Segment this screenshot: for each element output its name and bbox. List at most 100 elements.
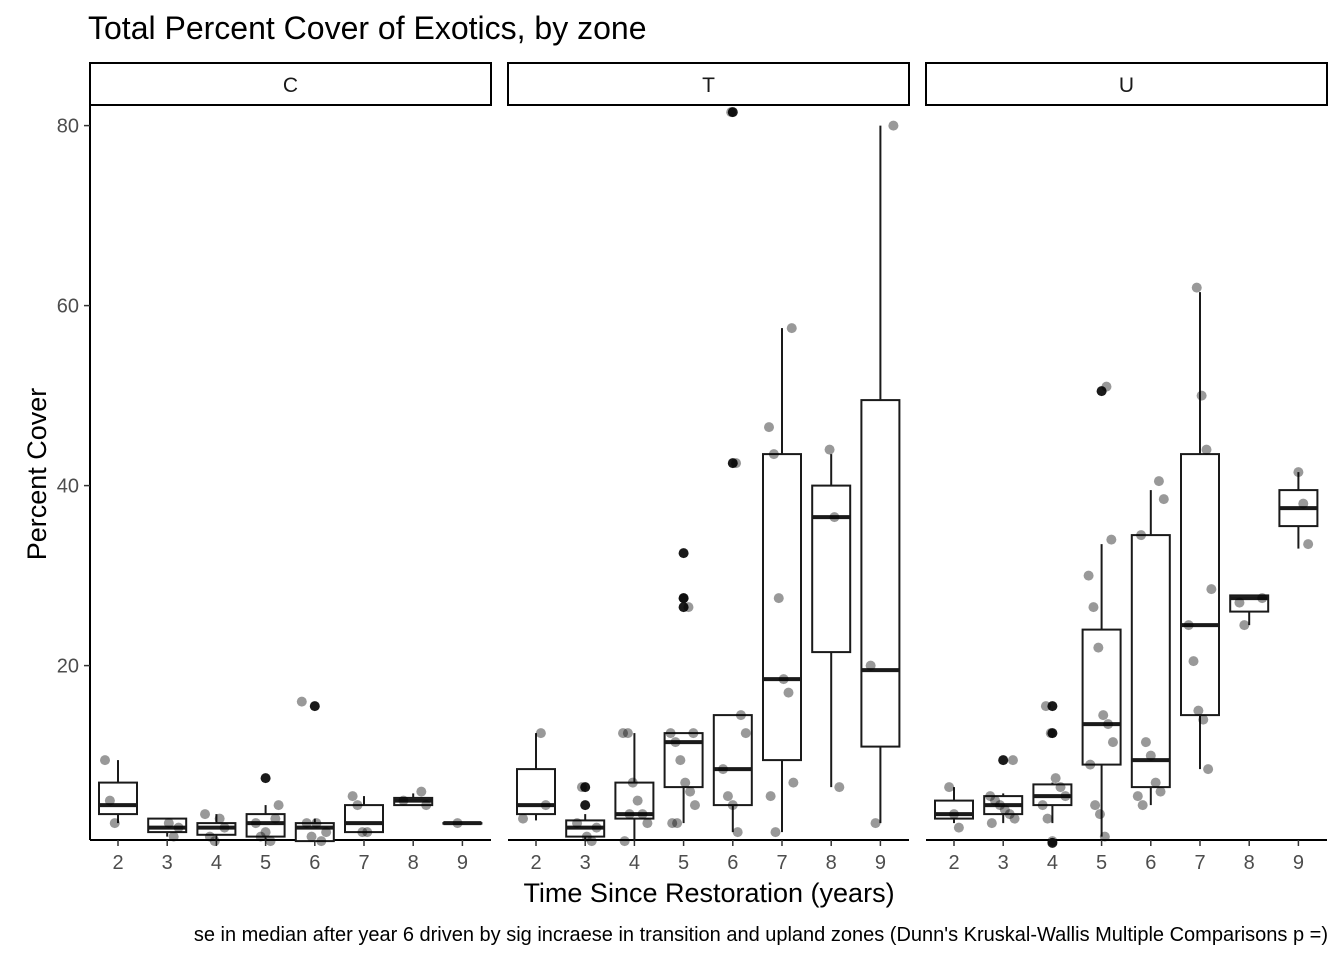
- data-point: [173, 822, 184, 833]
- data-point: [1085, 759, 1096, 770]
- data-point: [1298, 498, 1309, 509]
- box-c-4: [196, 814, 237, 842]
- data-point: [1234, 597, 1245, 608]
- box-iqr: [1081, 628, 1122, 766]
- y-tick-label: 60: [57, 296, 79, 318]
- data-point: [1183, 620, 1194, 631]
- box-u-3: [983, 755, 1024, 824]
- data-point: [1257, 593, 1268, 604]
- data-point: [680, 777, 691, 788]
- y-tick-label: 80: [57, 116, 79, 138]
- y-tick-label: 20: [57, 656, 79, 678]
- data-point: [685, 786, 696, 797]
- data-point: [732, 827, 743, 838]
- outlier-point: [727, 107, 738, 118]
- box-c-5: [245, 773, 286, 842]
- data-point: [765, 791, 776, 802]
- y-tick-label: 40: [57, 476, 79, 498]
- outlier-point: [678, 548, 689, 559]
- y-axis-title: Percent Cover: [22, 388, 52, 561]
- data-point: [778, 674, 789, 685]
- data-point: [1196, 390, 1207, 401]
- x-tick-label: 8: [408, 852, 419, 874]
- data-point: [624, 809, 635, 820]
- data-point: [834, 782, 845, 793]
- data-point: [688, 728, 699, 739]
- outlier-point: [998, 755, 1009, 766]
- data-point: [1050, 773, 1061, 784]
- box-iqr: [712, 714, 753, 807]
- data-point: [581, 831, 592, 842]
- box-u-8: [1229, 594, 1270, 626]
- data-point: [632, 795, 643, 806]
- outlier-point: [580, 782, 591, 793]
- data-point: [986, 818, 997, 829]
- box-c-9: [442, 821, 483, 826]
- data-point: [209, 836, 220, 847]
- data-point: [1303, 539, 1314, 550]
- data-point: [1191, 282, 1202, 293]
- data-point: [944, 782, 955, 793]
- x-tick-label: 7: [776, 852, 787, 874]
- facet-strip: [925, 62, 1328, 106]
- box-t-4: [614, 733, 655, 842]
- data-point: [667, 818, 678, 829]
- x-tick-label: 2: [112, 852, 123, 874]
- data-point: [352, 800, 363, 811]
- data-point: [1093, 642, 1104, 653]
- box-iqr: [811, 484, 852, 654]
- data-point: [999, 804, 1010, 815]
- x-tick-label: 4: [629, 852, 640, 874]
- x-tick-label: 5: [678, 852, 689, 874]
- data-point: [250, 818, 261, 829]
- data-point: [1047, 836, 1058, 847]
- box-c-3: [147, 817, 188, 837]
- data-point: [1145, 750, 1156, 761]
- data-point: [572, 818, 583, 829]
- box-t-8: [811, 454, 852, 788]
- facet-strip: [507, 62, 910, 106]
- box-t-2: [516, 733, 556, 821]
- data-point: [824, 444, 835, 455]
- data-point: [768, 449, 779, 460]
- data-point: [865, 660, 876, 671]
- data-point: [100, 755, 110, 766]
- box-t-6: [712, 107, 753, 833]
- data-point: [1206, 584, 1217, 595]
- data-point: [416, 786, 427, 797]
- data-point: [576, 782, 587, 793]
- x-tick-label: 6: [309, 852, 320, 874]
- data-point: [1009, 813, 1020, 824]
- data-point: [637, 809, 648, 820]
- data-point: [1090, 800, 1101, 811]
- data-point: [670, 737, 681, 748]
- data-point: [718, 764, 729, 775]
- data-point: [1239, 620, 1250, 631]
- data-point: [788, 777, 799, 788]
- data-point: [301, 818, 312, 829]
- box-t-7: [762, 328, 802, 833]
- box-t-9: [860, 125, 901, 824]
- data-point: [1158, 494, 1169, 505]
- facet-strip-label: C: [283, 74, 298, 97]
- box-iqr: [1180, 453, 1220, 717]
- data-point: [306, 831, 317, 842]
- data-point: [740, 728, 751, 739]
- data-point: [985, 791, 996, 802]
- x-tick-label: 2: [948, 852, 959, 874]
- box-iqr: [245, 813, 286, 838]
- box-c-2: [98, 760, 138, 824]
- data-point: [591, 822, 602, 833]
- data-point: [735, 710, 746, 721]
- data-point: [1094, 809, 1105, 820]
- data-point: [1150, 777, 1161, 788]
- x-axis-title: Time Since Restoration (years): [523, 878, 894, 908]
- data-point: [727, 800, 738, 811]
- x-tick-label: 3: [998, 852, 1009, 874]
- facet-panel-t: T 2 3 4 5 6 7 8 9: [507, 62, 910, 874]
- x-tick-label: 9: [875, 852, 886, 874]
- data-point: [1088, 602, 1099, 613]
- data-point: [770, 827, 781, 838]
- data-point: [1099, 831, 1110, 842]
- y-axis: 20 40 60 80: [57, 106, 91, 840]
